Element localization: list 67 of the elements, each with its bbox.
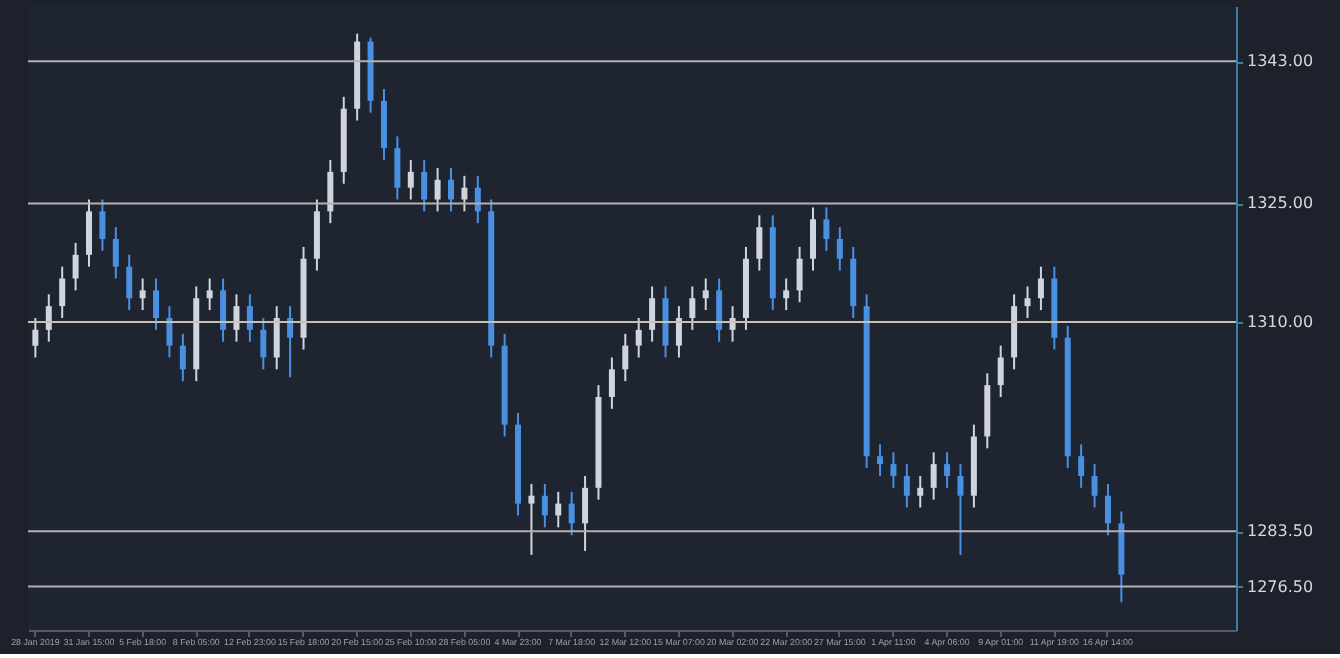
candlestick <box>1078 443 1085 489</box>
candlestick <box>1104 482 1111 537</box>
candlestick <box>153 277 160 331</box>
candlestick <box>72 241 79 292</box>
candlestick <box>756 214 763 272</box>
candlestick <box>260 317 267 371</box>
y-tick-label: 1276.50 <box>1247 577 1314 596</box>
candlestick <box>126 253 133 312</box>
y-tick-label: 1343.00 <box>1247 52 1314 71</box>
candlestick <box>273 305 280 371</box>
candlestick <box>944 451 951 489</box>
candlestick <box>675 305 682 359</box>
candlestick <box>99 198 106 252</box>
candlestick <box>689 285 696 331</box>
candlestick <box>380 87 387 162</box>
candlestick <box>179 332 186 383</box>
candlestick <box>313 198 320 272</box>
candlestick <box>434 166 441 213</box>
candlestick <box>796 245 803 304</box>
candlestick <box>997 344 1004 398</box>
candlestick <box>930 451 937 501</box>
y-tick-label: 1283.50 <box>1247 522 1314 541</box>
candlestick <box>327 159 334 225</box>
candlestick <box>810 206 816 272</box>
candlestick <box>407 159 414 201</box>
candlestick <box>622 332 629 383</box>
candlestick <box>649 285 656 343</box>
candlestick <box>702 277 709 312</box>
candlestick <box>917 474 924 509</box>
candlestick <box>528 482 535 556</box>
candlestick <box>220 277 227 343</box>
candlestick <box>1091 463 1098 509</box>
candlestick <box>890 451 897 489</box>
candlestick <box>45 293 52 343</box>
y-tick-label: 1310.00 <box>1247 312 1314 331</box>
candlestick <box>461 174 468 213</box>
candlestick <box>877 443 884 477</box>
candlestick <box>568 490 575 537</box>
candlestick <box>823 206 830 252</box>
candlestick <box>287 305 294 379</box>
candlestick <box>246 293 253 343</box>
candlestick <box>448 166 454 213</box>
candlestick <box>903 463 910 509</box>
candlestick <box>32 317 39 359</box>
candlestick <box>850 245 857 319</box>
candlestick <box>1037 265 1044 312</box>
candlestick <box>662 285 669 359</box>
candlestick <box>139 277 146 312</box>
candlestick <box>394 135 401 201</box>
candlestick <box>541 482 548 529</box>
candlestick <box>957 463 964 556</box>
candlestick <box>836 226 843 272</box>
candlestick <box>86 198 92 268</box>
candlestick <box>59 265 66 319</box>
candlestick <box>783 277 790 312</box>
candlestick <box>608 356 615 410</box>
candlestick <box>1024 285 1031 319</box>
candlestick <box>421 159 428 213</box>
candlestick <box>112 226 119 280</box>
candlestick <box>635 317 642 359</box>
y-tick-label: 1325.00 <box>1247 194 1314 213</box>
candlestick <box>716 277 723 343</box>
candlestick <box>206 277 213 312</box>
candlestick <box>166 305 173 359</box>
candlestick <box>233 293 240 343</box>
candlestick <box>582 474 589 553</box>
candlestick <box>555 490 562 529</box>
